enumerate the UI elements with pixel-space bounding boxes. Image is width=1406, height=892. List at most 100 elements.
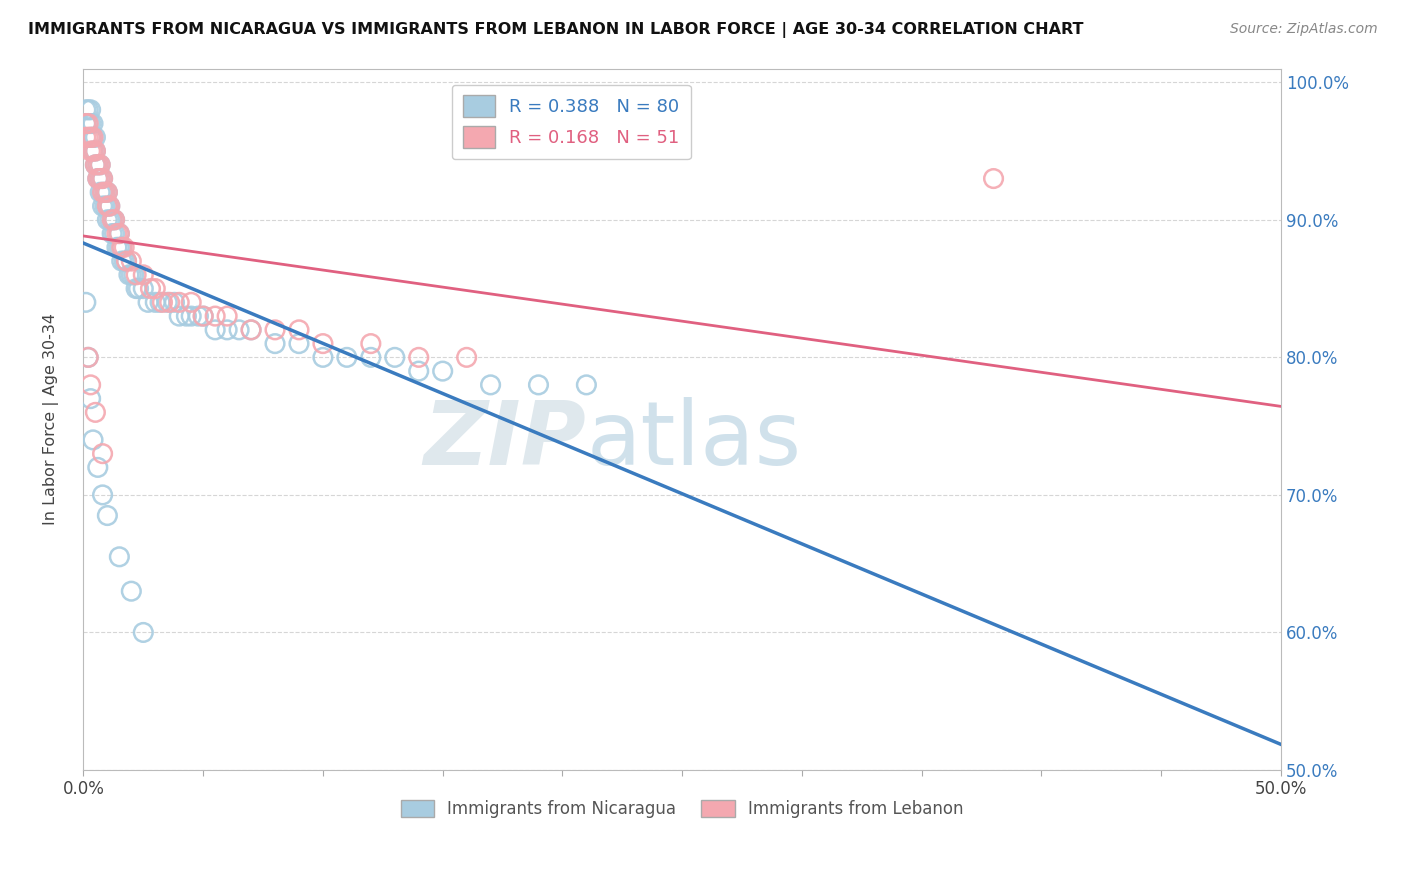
Point — [128, 282, 150, 296]
Point — [167, 295, 190, 310]
Point — [112, 240, 135, 254]
Point — [312, 351, 335, 365]
Point — [336, 351, 359, 365]
Point — [111, 240, 134, 254]
Point — [115, 254, 138, 268]
Point — [120, 268, 142, 282]
Point — [156, 295, 179, 310]
Point — [75, 103, 97, 117]
Point — [264, 336, 287, 351]
Point — [75, 116, 97, 130]
Point — [82, 144, 104, 158]
Point — [136, 295, 159, 310]
Point — [118, 268, 141, 282]
Point — [82, 116, 104, 130]
Point — [120, 584, 142, 599]
Point — [288, 323, 311, 337]
Legend: Immigrants from Nicaragua, Immigrants from Lebanon: Immigrants from Nicaragua, Immigrants fr… — [394, 793, 970, 825]
Point — [108, 227, 131, 241]
Point — [87, 171, 110, 186]
Point — [91, 171, 114, 186]
Point — [103, 212, 125, 227]
Point — [408, 364, 430, 378]
Point — [115, 254, 138, 268]
Point — [98, 199, 121, 213]
Point — [408, 351, 430, 365]
Point — [204, 323, 226, 337]
Point — [180, 309, 202, 323]
Point — [105, 227, 128, 241]
Point — [108, 240, 131, 254]
Point — [79, 392, 101, 406]
Point — [111, 240, 134, 254]
Point — [77, 103, 100, 117]
Point — [91, 199, 114, 213]
Point — [105, 240, 128, 254]
Point — [108, 549, 131, 564]
Point — [82, 433, 104, 447]
Point — [94, 199, 117, 213]
Point — [132, 268, 155, 282]
Point — [149, 295, 172, 310]
Point — [983, 171, 1005, 186]
Point — [94, 186, 117, 200]
Point — [217, 323, 239, 337]
Point — [527, 377, 550, 392]
Point — [108, 227, 131, 241]
Point — [89, 158, 111, 172]
Point — [94, 186, 117, 200]
Point — [163, 295, 186, 310]
Point — [96, 186, 118, 200]
Point — [101, 227, 124, 241]
Point — [89, 186, 111, 200]
Point — [143, 282, 166, 296]
Point — [79, 130, 101, 145]
Text: atlas: atlas — [586, 397, 801, 483]
Point — [187, 309, 209, 323]
Point — [143, 295, 166, 310]
Point — [79, 103, 101, 117]
Point — [240, 323, 263, 337]
Point — [180, 295, 202, 310]
Point — [91, 171, 114, 186]
Point — [91, 186, 114, 200]
Point — [101, 212, 124, 227]
Point — [75, 116, 97, 130]
Text: IMMIGRANTS FROM NICARAGUA VS IMMIGRANTS FROM LEBANON IN LABOR FORCE | AGE 30-34 : IMMIGRANTS FROM NICARAGUA VS IMMIGRANTS … — [28, 22, 1084, 38]
Point — [103, 212, 125, 227]
Point — [240, 323, 263, 337]
Point — [152, 295, 174, 310]
Point — [84, 158, 107, 172]
Point — [87, 171, 110, 186]
Point — [82, 130, 104, 145]
Point — [193, 309, 215, 323]
Point — [79, 144, 101, 158]
Point — [122, 268, 145, 282]
Point — [125, 268, 148, 282]
Point — [432, 364, 454, 378]
Point — [91, 186, 114, 200]
Point — [384, 351, 406, 365]
Point — [96, 212, 118, 227]
Point — [98, 212, 121, 227]
Point — [89, 171, 111, 186]
Point — [84, 405, 107, 419]
Point — [360, 336, 382, 351]
Point — [84, 158, 107, 172]
Point — [103, 227, 125, 241]
Point — [132, 625, 155, 640]
Point — [288, 336, 311, 351]
Point — [456, 351, 478, 365]
Point — [264, 323, 287, 337]
Point — [91, 488, 114, 502]
Point — [84, 144, 107, 158]
Point — [479, 377, 502, 392]
Point — [75, 130, 97, 145]
Point — [360, 351, 382, 365]
Point — [204, 309, 226, 323]
Point — [82, 144, 104, 158]
Y-axis label: In Labor Force | Age 30-34: In Labor Force | Age 30-34 — [44, 313, 59, 525]
Point — [101, 212, 124, 227]
Point — [89, 171, 111, 186]
Point — [91, 447, 114, 461]
